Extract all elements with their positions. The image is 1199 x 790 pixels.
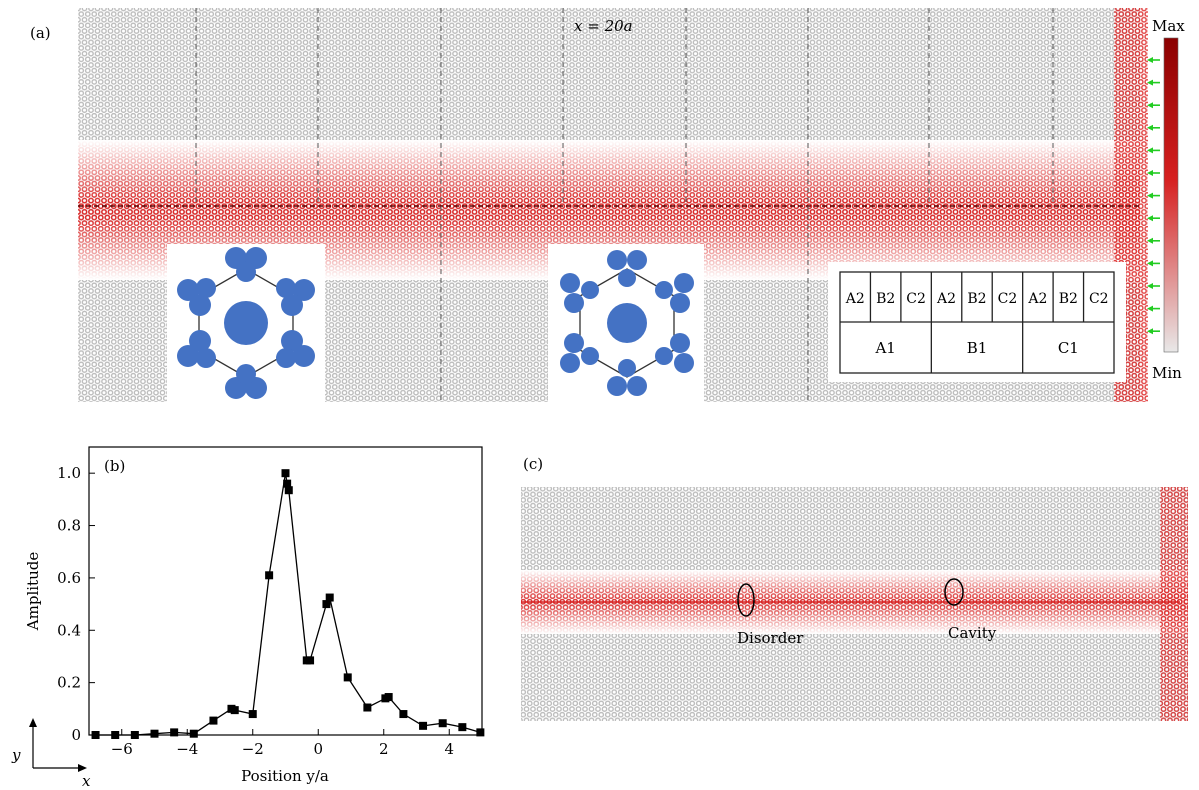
table-cell-bottom: C1 [1058, 339, 1079, 357]
disorder-label: Disorder [737, 629, 804, 647]
source-arrow-icon [1147, 215, 1160, 222]
x-tick-label: 4 [444, 740, 454, 758]
data-point [284, 486, 293, 495]
data-point [283, 479, 292, 488]
data-point [170, 728, 179, 737]
cavity-label: Cavity [948, 624, 997, 642]
plot-frame [88, 446, 483, 736]
source-arrow-icon [1147, 328, 1160, 335]
sublattice-table: A2 B2 C2 A2 B2 C2 A2 B2 C2 A1 B1 C1 [828, 262, 1126, 382]
unit-cell-inset-1 [167, 244, 325, 402]
x-tick-label: −6 [111, 740, 133, 758]
x-axis-label: Position y/a [241, 767, 329, 785]
x-tick-label: −4 [176, 740, 198, 758]
y-arrow-label: y [11, 746, 21, 764]
data-point [325, 593, 334, 602]
table-cell-top: B2 [967, 291, 986, 307]
x-arrow-label: x [82, 772, 91, 790]
data-point [419, 721, 428, 730]
data-point [209, 716, 218, 725]
y-tick-label: 0.2 [57, 674, 81, 692]
axis-arrows: y x [11, 718, 91, 790]
unit-cell-inset-2 [548, 244, 704, 402]
x-tick-label: 0 [313, 740, 323, 758]
data-point [343, 673, 352, 682]
data-point [248, 710, 257, 719]
disorder-marker [737, 583, 755, 617]
data-point [150, 729, 159, 738]
source-arrow-icon [1147, 192, 1160, 199]
y-tick-label: 0.4 [57, 621, 81, 639]
colorbar-gradient [1163, 37, 1179, 353]
panel-b-label: (b) [104, 457, 125, 475]
data-point [306, 656, 315, 665]
table-cell-top: A2 [845, 291, 865, 307]
data-point [130, 731, 139, 739]
table-cell-top: C2 [906, 291, 926, 307]
y-tick-label: 0.6 [57, 569, 81, 587]
table-cell-top: C2 [998, 291, 1018, 307]
data-point [458, 723, 467, 732]
table-cell-top: A2 [1027, 291, 1047, 307]
data-point [230, 706, 239, 715]
panel-c: Disorder Cavity (c) [521, 455, 1188, 721]
source-arrow-icon [1147, 170, 1160, 176]
data-point [111, 731, 120, 739]
region-separators [195, 8, 1054, 402]
source-arrow-icon [1147, 79, 1160, 86]
colorbar [1147, 37, 1179, 353]
data-point [322, 600, 331, 609]
data-point [399, 710, 408, 719]
x-tick-label: 2 [379, 740, 389, 758]
table-cell-top: B2 [1059, 291, 1078, 307]
y-tick-label: 0.8 [57, 517, 81, 535]
source-arrow-icon [1147, 102, 1160, 109]
y-tick-label: 1.0 [57, 464, 81, 482]
source-arrow-icon [1147, 260, 1160, 267]
data-point [189, 729, 198, 738]
panel-a: A2 B2 C2 A2 B2 C2 A2 B2 C2 A1 B1 C1 x = 20a (a) Ma… [30, 8, 1185, 402]
source-arrow-icon [1147, 147, 1160, 154]
cavity-marker [944, 578, 964, 606]
data-point [476, 728, 485, 737]
y-axis-label: Amplitude [24, 552, 42, 632]
data-point [363, 703, 372, 712]
data-point [265, 571, 274, 580]
table-cell-top: C2 [1089, 291, 1109, 307]
data-point [91, 731, 100, 739]
source-arrow-icon [1147, 124, 1160, 131]
source-arrow-icon [1147, 305, 1160, 312]
panel-a-label: (a) [30, 24, 51, 42]
x-tick-label: −2 [242, 740, 264, 758]
source-arrow-icon [1147, 57, 1160, 63]
panel-c-label: (c) [523, 455, 543, 473]
table-cell-top: B2 [876, 291, 895, 307]
data-point [281, 469, 290, 478]
series-line [95, 473, 481, 736]
source-arrow-icon [1147, 283, 1160, 289]
y-tick-label: 0 [71, 726, 81, 744]
x-annotation: x = 20a [574, 17, 633, 35]
data-point [438, 719, 447, 728]
panel-b: (b) −6 −4 −2 0 2 4 0 0.2 0.4 0.6 0.8 1.0 Position y… [11, 446, 485, 790]
table-cell-top: A2 [936, 291, 956, 307]
source-arrow-icon [1147, 237, 1160, 244]
colorbar-max-label: Max [1152, 17, 1185, 35]
colorbar-min-label: Min [1152, 364, 1182, 382]
table-cell-bottom: A1 [874, 339, 895, 357]
table-cell-bottom: B1 [967, 339, 988, 357]
data-point [384, 693, 393, 702]
